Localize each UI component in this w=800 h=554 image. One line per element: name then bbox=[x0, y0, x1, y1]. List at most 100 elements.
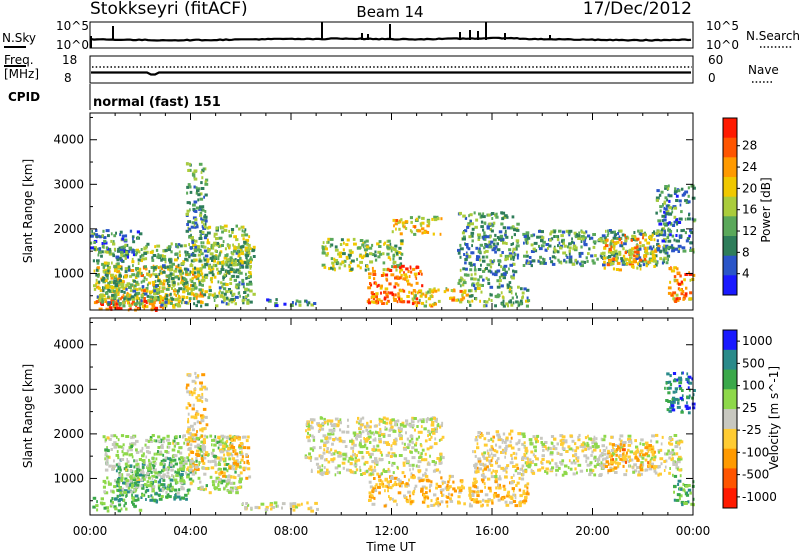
velocity-cell bbox=[218, 478, 222, 482]
power-cell bbox=[663, 229, 666, 233]
velocity-cell bbox=[173, 478, 178, 482]
power-cell bbox=[629, 248, 633, 252]
power-cell bbox=[574, 258, 578, 262]
power-cell bbox=[192, 297, 196, 301]
velocity-cell bbox=[132, 474, 135, 478]
velocity-cell bbox=[497, 435, 501, 439]
power-cell bbox=[402, 289, 406, 293]
power-cell bbox=[663, 210, 666, 214]
velocity-cell bbox=[179, 476, 182, 480]
power-cell bbox=[639, 241, 642, 245]
velocity-cell bbox=[248, 475, 252, 479]
velocity-cell bbox=[137, 498, 140, 502]
velocity-cell bbox=[309, 418, 314, 422]
velocity-cell bbox=[314, 501, 318, 505]
power-cell bbox=[525, 304, 529, 308]
power-cell bbox=[492, 242, 495, 246]
velocity-cell bbox=[189, 439, 193, 443]
velocity-cell bbox=[426, 496, 430, 500]
power-cell bbox=[666, 246, 670, 250]
power-cell bbox=[531, 259, 536, 263]
power-cell bbox=[106, 268, 111, 271]
velocity-cell bbox=[620, 445, 624, 449]
velocity-cell bbox=[149, 440, 153, 443]
power-cell bbox=[152, 298, 157, 302]
velocity-cell bbox=[275, 504, 279, 508]
velocity-cell bbox=[319, 471, 324, 475]
velocity-cell bbox=[469, 496, 472, 500]
power-cell bbox=[677, 189, 681, 193]
velocity-cell bbox=[212, 448, 215, 452]
power-cell bbox=[645, 264, 648, 268]
velocity-cell bbox=[160, 483, 165, 487]
power-cell bbox=[183, 244, 187, 248]
power-cell bbox=[306, 303, 309, 307]
velocity-cell bbox=[377, 485, 381, 489]
velocity-cell bbox=[214, 435, 217, 439]
power-cell bbox=[181, 296, 186, 300]
power-cell bbox=[469, 268, 473, 272]
power-cell bbox=[149, 290, 152, 294]
power-cell bbox=[674, 187, 677, 191]
velocity-cell bbox=[141, 486, 145, 490]
power-colorbar-tick-label: 8 bbox=[742, 245, 750, 259]
velocity-cell bbox=[376, 431, 379, 435]
power-cell bbox=[193, 249, 198, 253]
velocity-cell bbox=[654, 471, 658, 475]
velocity-cell bbox=[200, 384, 203, 388]
velocity-cell bbox=[104, 453, 108, 457]
velocity-cell bbox=[173, 488, 178, 492]
power-cell bbox=[199, 213, 203, 217]
power-cell bbox=[195, 296, 198, 300]
velocity-cell bbox=[480, 489, 483, 493]
velocity-cell bbox=[127, 464, 130, 468]
power-cell bbox=[394, 244, 398, 248]
power-cell bbox=[485, 244, 489, 248]
velocity-cell bbox=[162, 453, 165, 457]
velocity-cell bbox=[121, 493, 125, 497]
velocity-cell bbox=[311, 434, 314, 438]
power-cell bbox=[241, 229, 244, 233]
velocity-cell bbox=[510, 481, 514, 485]
power-cell bbox=[101, 262, 105, 266]
velocity-cell bbox=[358, 443, 362, 447]
velocity-cell bbox=[113, 485, 117, 489]
power-cell bbox=[118, 274, 122, 278]
power-cell bbox=[644, 246, 647, 250]
power-cell bbox=[628, 262, 632, 266]
power-cell bbox=[165, 278, 169, 282]
power-cell bbox=[682, 297, 685, 301]
power-cell bbox=[603, 266, 606, 270]
power-cell bbox=[121, 282, 125, 286]
power-cell bbox=[530, 250, 535, 253]
power-cell bbox=[462, 267, 466, 271]
power-cell bbox=[534, 249, 538, 253]
velocity-cell bbox=[550, 435, 555, 438]
power-cell bbox=[661, 228, 664, 232]
power-cell bbox=[110, 239, 113, 243]
power-cell bbox=[489, 228, 492, 231]
velocity-cell bbox=[420, 479, 424, 483]
power-cell bbox=[690, 184, 695, 188]
velocity-cell bbox=[655, 440, 659, 444]
power-cell bbox=[502, 299, 505, 303]
power-cell bbox=[590, 236, 594, 240]
velocity-cell bbox=[514, 496, 517, 500]
velocity-cell bbox=[218, 472, 223, 476]
velocity-cell bbox=[187, 466, 189, 470]
power-cell bbox=[334, 268, 336, 272]
velocity-cell bbox=[211, 443, 213, 447]
velocity-cell bbox=[489, 448, 493, 452]
velocity-cell bbox=[426, 447, 430, 451]
velocity-cell bbox=[461, 486, 465, 490]
velocity-cell bbox=[205, 398, 209, 402]
power-cell bbox=[230, 291, 232, 295]
power-cell bbox=[663, 201, 667, 205]
power-cell bbox=[200, 272, 204, 276]
power-cell bbox=[482, 215, 486, 219]
velocity-cell bbox=[510, 453, 513, 457]
velocity-cell bbox=[372, 438, 377, 442]
power-cell bbox=[123, 249, 126, 253]
power-cell bbox=[509, 287, 512, 291]
velocity-cell bbox=[141, 454, 145, 458]
